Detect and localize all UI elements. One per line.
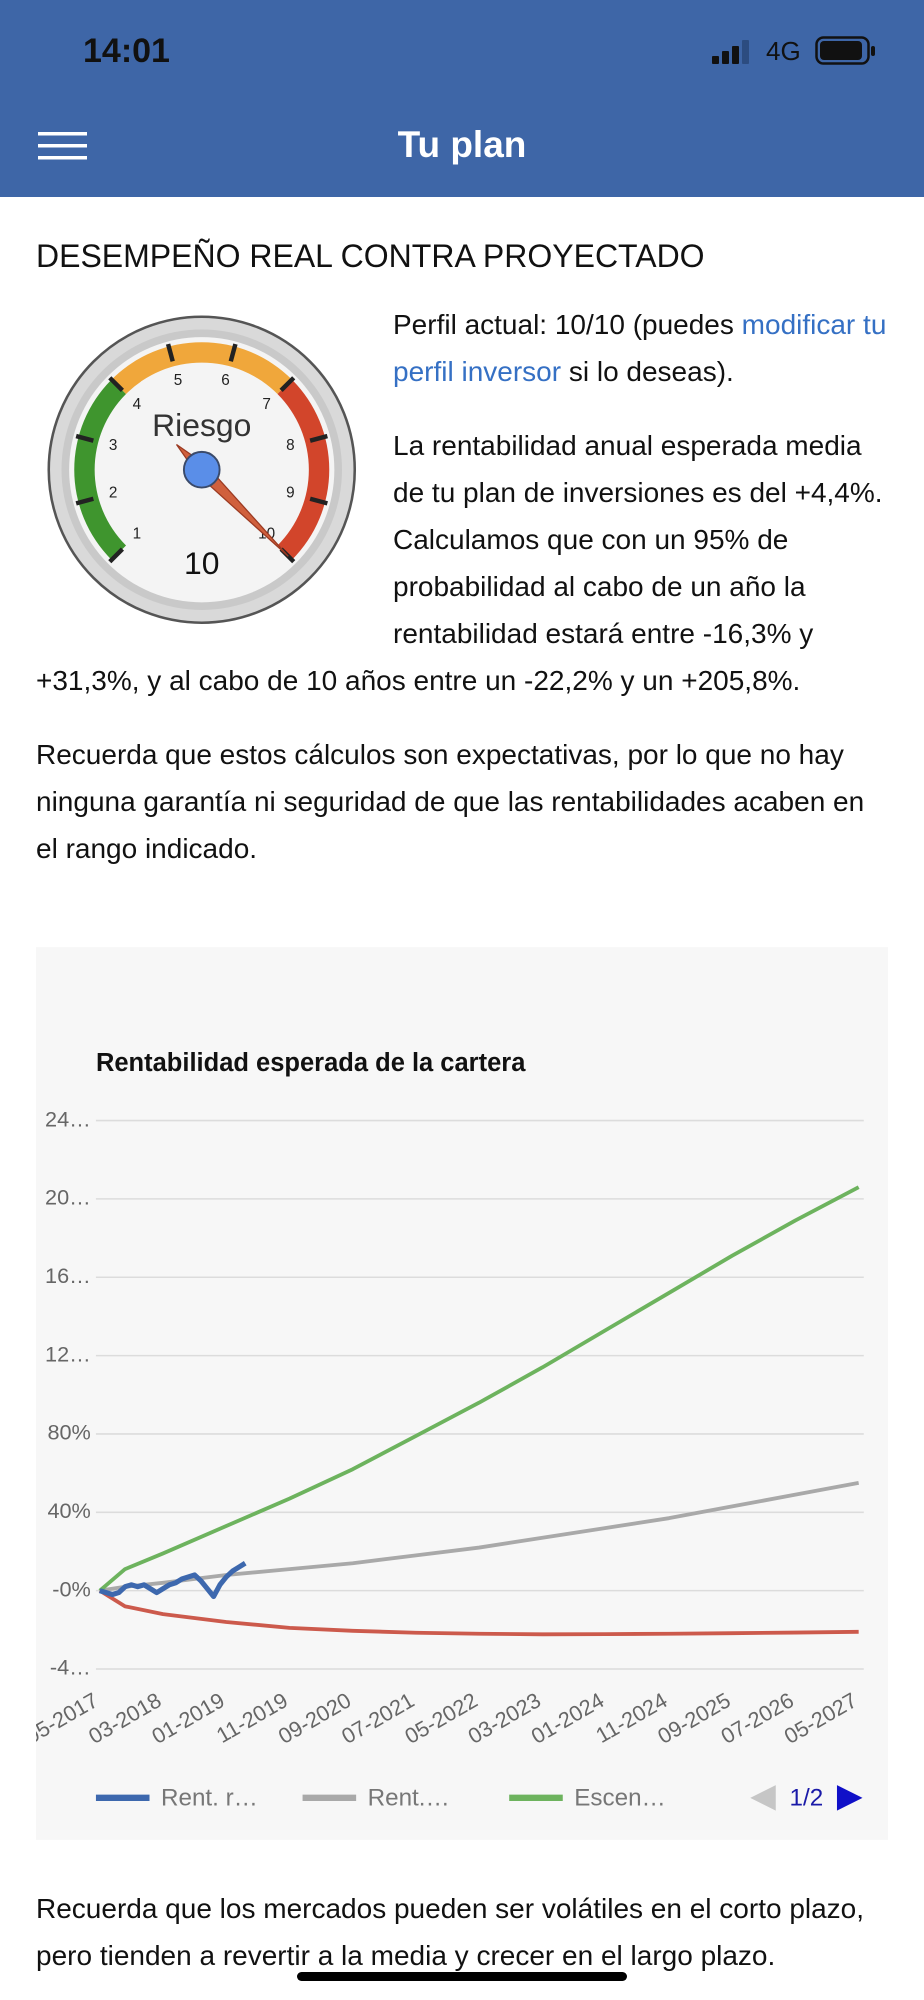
gauge-tick-label: 2 [109,485,118,502]
y-tick-label: 16… [45,1263,91,1288]
profile-link[interactable]: modificar tu perfil inversor [393,309,887,387]
paragraph: La rentabilidad anual esperada media de … [36,430,883,696]
gauge-tick-label: 6 [221,372,230,389]
home-indicator [297,1972,627,1981]
gauge-tick-label: 8 [286,437,295,454]
legend-label: Rent.… [368,1784,450,1811]
gauge-tick-label: 1 [133,526,142,543]
gauge-tick-label: 5 [174,372,183,389]
y-tick-label: 12… [45,1341,91,1366]
gauge-tick [108,376,124,392]
app-header: 14:01 4G Tu plan [0,0,924,197]
legend-pager: 1/2 [790,1784,824,1811]
plan-text: 12345678910 Riesgo 10 Perfil actual: 10/… [36,301,888,899]
gauge-tick [309,496,328,506]
y-tick-label: 80% [47,1420,90,1445]
legend-next[interactable] [836,1785,863,1811]
paragraph: Recuerda que estos cálculos son expectat… [36,739,865,864]
gauge-band [111,342,292,394]
chart-title: Rentabilidad esperada de la cartera [96,1049,526,1077]
y-tick-label: -0% [52,1576,91,1601]
y-tick-label: 40% [47,1498,90,1523]
y-tick-label: 20… [45,1185,91,1210]
chart: Rentabilidad esperada de la cartera 24… 2… [36,947,888,1840]
y-tick-label: 24… [45,1106,91,1131]
paragraph: Perfil actual: 10/10 (puedes modificar t… [36,301,888,395]
data-line [98,1185,860,1593]
status-time: 14:01 [83,32,170,70]
data-line [99,1561,247,1600]
legend-label: Escen… [574,1784,666,1811]
gauge-tick [75,433,94,443]
section-heading: DESEMPEÑO REAL CONTRA PROYECTADO [36,238,705,274]
menu-button[interactable] [38,130,88,162]
gauge-band [74,379,127,560]
gauge-tick [228,343,238,362]
gauge-tick-label: 7 [262,396,271,413]
paragraph: Recuerda que los mercados pueden ser vol… [36,1893,865,1971]
battery-icon [815,36,875,65]
y-tick-label: -4… [50,1655,91,1680]
gauge-tick [279,376,296,392]
gauge-tick [75,496,94,506]
gauge-tick-label: 3 [109,437,118,454]
gauge-tick-label: 4 [133,396,142,413]
signal-icon [712,40,749,64]
legend-prev[interactable] [750,1785,776,1811]
data-line [98,1589,859,1637]
gauge-tick [309,433,328,443]
text: Perfil actual: 10/10 (puedes [393,309,742,340]
gauge-band [277,379,330,560]
legend-label: Rent. r… [161,1784,258,1811]
gauge-hub [182,450,221,489]
screen-title: Tu plan [397,124,527,165]
gauge-title: Riesgo [152,407,251,443]
gauge-tick [108,547,124,564]
gauge-tick [165,343,175,362]
risk-gauge: 12345678910 Riesgo 10 [47,315,357,624]
gauge-tick-label: 9 [286,485,295,502]
gauge-value: 10 [184,545,219,581]
text: si lo deseas). [561,356,734,387]
status-network: 4G [766,36,801,66]
